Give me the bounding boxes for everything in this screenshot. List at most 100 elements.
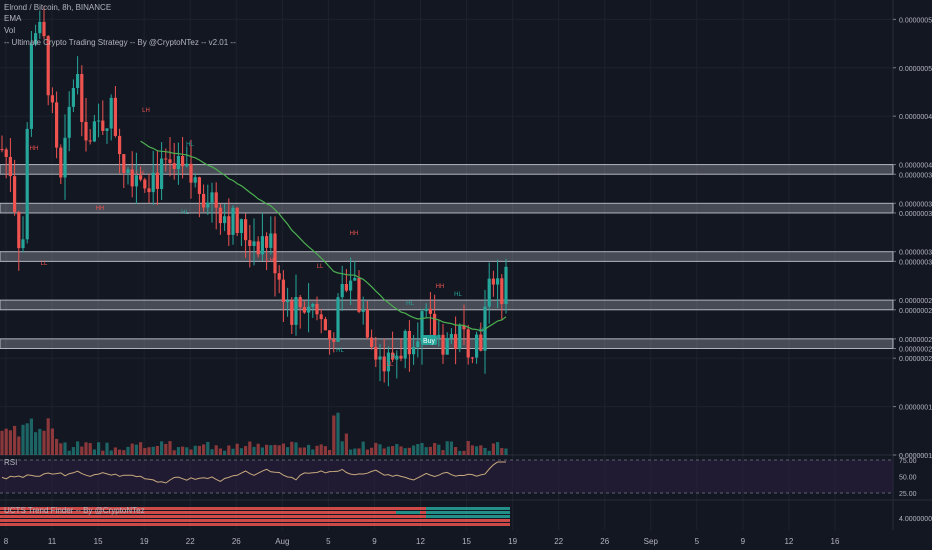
- trend-cell: [234, 511, 240, 514]
- trend-cell: [78, 511, 84, 514]
- trend-cell: [42, 511, 48, 514]
- time-tick-label: 19: [508, 537, 517, 546]
- pattern-label: HL: [406, 301, 414, 307]
- trend-cell: [492, 511, 498, 514]
- trend-cell: [498, 511, 504, 514]
- volume-bar: [412, 445, 416, 455]
- trend-cell: [492, 523, 498, 526]
- volume-bar: [353, 448, 357, 455]
- trend-cell: [258, 507, 264, 510]
- trend-cell: [336, 507, 342, 510]
- trend-cell: [156, 507, 162, 510]
- candle-body: [218, 207, 222, 224]
- trend-cell: [138, 515, 144, 518]
- trend-cell: [300, 519, 306, 522]
- trend-cell: [54, 523, 60, 526]
- rsi-line: [1, 461, 506, 484]
- volume-bar: [315, 445, 319, 455]
- trend-cell: [150, 515, 156, 518]
- trend-cell: [288, 507, 294, 510]
- price-tick-label: 0.00000022: [899, 337, 932, 344]
- trend-cell: [300, 507, 306, 510]
- trend-cell: [414, 515, 420, 518]
- candle-body: [71, 88, 75, 107]
- time-tick-label: 11: [48, 537, 57, 546]
- volume-bar: [189, 449, 193, 455]
- candle-body: [470, 357, 474, 359]
- volume-bar: [155, 446, 159, 455]
- volume-bar: [504, 448, 508, 455]
- trend-cell: [120, 519, 126, 522]
- trend-cell: [204, 507, 210, 510]
- trend-cell: [12, 515, 18, 518]
- trend-cell: [240, 515, 246, 518]
- volume-bar: [38, 428, 42, 455]
- trend-cell: [462, 519, 468, 522]
- volume-bar: [210, 449, 214, 455]
- candle-body: [298, 297, 302, 308]
- trend-cell: [462, 507, 468, 510]
- candle-body: [407, 331, 411, 355]
- volume-bar: [63, 442, 67, 455]
- price-level-band: [0, 164, 894, 175]
- volume-bar: [202, 444, 206, 455]
- trend-cell: [348, 511, 354, 514]
- volume-bar: [386, 446, 390, 455]
- volume-bar: [235, 443, 239, 455]
- trend-cell: [234, 519, 240, 522]
- trend-cell: [186, 523, 192, 526]
- price-tick-label: 0.00000025: [899, 308, 932, 315]
- candle-body: [143, 179, 147, 189]
- candle-body: [428, 308, 432, 314]
- volume-bar: [395, 444, 399, 455]
- volume-bar: [428, 446, 432, 455]
- candle-body: [479, 334, 483, 351]
- trend-cell: [210, 507, 216, 510]
- trend-cell: [282, 523, 288, 526]
- trend-cell: [174, 515, 180, 518]
- trend-cell: [324, 511, 330, 514]
- candle-body: [105, 128, 109, 131]
- trend-cell: [114, 519, 120, 522]
- trend-cell: [474, 523, 480, 526]
- trend-cell: [384, 515, 390, 518]
- candle-body: [487, 278, 491, 307]
- volume-bar: [0, 430, 4, 455]
- trend-cell: [354, 519, 360, 522]
- candle-body: [13, 176, 17, 212]
- trend-cell: [162, 507, 168, 510]
- time-tick-label: 12: [416, 537, 425, 546]
- trend-cell: [102, 519, 108, 522]
- trend-cell: [372, 507, 378, 510]
- trend-cell: [396, 519, 402, 522]
- trend-cell: [222, 523, 228, 526]
- volume-bar: [134, 444, 138, 455]
- volume-bar: [307, 444, 311, 455]
- volume-bar: [193, 445, 197, 455]
- volume-bar: [458, 450, 462, 455]
- trend-cell: [270, 523, 276, 526]
- trend-cell: [108, 519, 114, 522]
- volume-bar: [214, 445, 218, 455]
- trend-cell: [156, 511, 162, 514]
- time-tick-label: Sep: [644, 537, 659, 546]
- trend-cell: [90, 511, 96, 514]
- trend-cell: [120, 507, 126, 510]
- candle-body: [475, 334, 479, 358]
- trend-cell: [162, 515, 168, 518]
- trend-cell: [360, 519, 366, 522]
- candle-body: [424, 308, 428, 312]
- pattern-label: HH: [436, 284, 445, 290]
- trend-cell: [108, 523, 114, 526]
- trend-cell: [408, 507, 414, 510]
- trend-cell: [72, 523, 78, 526]
- trend-cell: [66, 519, 72, 522]
- trend-cell: [198, 519, 204, 522]
- trend-cell: [480, 519, 486, 522]
- candle-body: [248, 240, 252, 246]
- volume-bar: [491, 443, 495, 455]
- trend-cell: [156, 519, 162, 522]
- trend-cell: [252, 515, 258, 518]
- trend-cell: [354, 511, 360, 514]
- candle-body: [466, 329, 470, 358]
